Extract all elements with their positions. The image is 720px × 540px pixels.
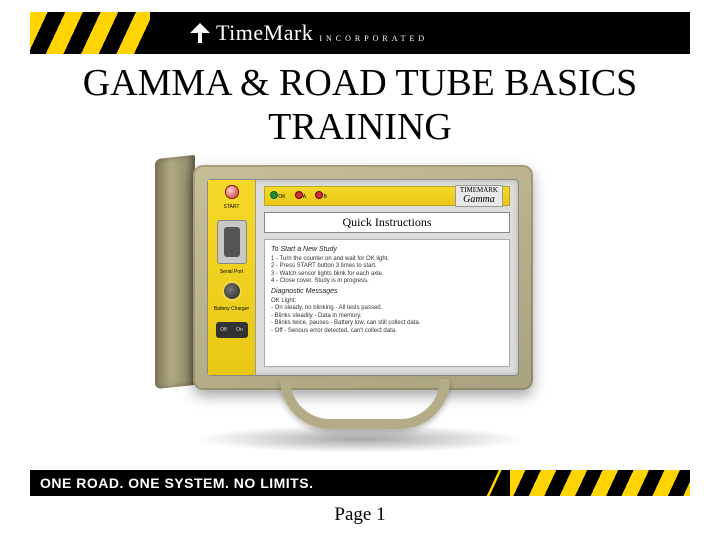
a-led-icon [296,192,302,198]
quick-instructions-body: To Start a New Study 1 - Turn the counte… [264,239,510,367]
main-panel: OK A B TIMEMARK Gamma Quick Instructions… [256,180,518,375]
device-shadow [195,425,525,453]
battery-charger-icon [222,281,242,301]
sec2-line: - Blinks steadily - Data in memory. [271,313,503,321]
sec2-header: OK Light: [271,298,503,306]
device-illustration: START Serial Port Battery Charger Off On… [175,165,545,435]
footer-tagline: ONE ROAD. ONE SYSTEM. NO LIMITS. [40,475,313,491]
battery-charger-label: Battery Charger [214,307,249,312]
section-1-title: To Start a New Study [271,246,503,255]
sec2-line: - On steady, no blinking - All tests pas… [271,305,503,313]
hazard-stripes-right [510,470,690,496]
carry-handle [280,379,450,429]
b-led-label: B [323,194,326,200]
header-bar: TimeMark INCORPORATED [30,12,690,54]
start-button-icon [226,186,238,198]
device-body: START Serial Port Battery Charger Off On… [193,165,533,390]
device-faceplate: START Serial Port Battery Charger Off On… [207,179,519,376]
timemark-icon [190,23,210,43]
device-model: Gamma [460,194,498,205]
brand-name: TimeMark [216,20,313,46]
side-panel: START Serial Port Battery Charger Off On [208,180,256,375]
start-label: START [224,204,240,210]
b-led-icon [316,192,322,198]
device-brand-top: TIMEMARK [460,186,498,194]
power-switch-icon: Off On [216,322,248,338]
sec1-line: 2 - Press START button 3 times to start. [271,263,503,271]
title-line-1: GAMMA & ROAD TUBE BASICS [83,62,638,104]
hazard-stripes-left [30,12,150,54]
sec2-line: - Off - Serious error detected, can't co… [271,328,503,336]
ok-led-label: OK [278,194,285,200]
sec1-line: 1 - Turn the counter on and wait for OK … [271,256,503,264]
sec1-line: 4 - Close cover. Study is in progress. [271,278,503,286]
brand-logo: TimeMark INCORPORATED [190,20,428,46]
brand-subtitle: INCORPORATED [319,34,428,43]
ok-led-icon [271,192,277,198]
a-led-label: A [303,194,306,200]
sec1-line: 3 - Watch sensor lights blink for each a… [271,271,503,279]
quick-instructions-title: Quick Instructions [264,212,510,233]
slide-title: GAMMA & ROAD TUBE BASICS TRAINING [0,62,720,149]
device-brand-chip: TIMEMARK Gamma [455,185,503,208]
device-lid [155,155,195,389]
off-label: Off [220,327,227,333]
title-line-2: TRAINING [268,106,452,148]
indicator-row: OK A B TIMEMARK Gamma [264,186,510,206]
section-2-title: Diagnostic Messages [271,288,503,297]
on-label: On [236,327,243,333]
footer-bar: ONE ROAD. ONE SYSTEM. NO LIMITS. [30,470,690,496]
serial-port-label: Serial Port [220,270,243,275]
serial-port-icon [217,220,247,264]
sec2-line: - Blinks twice, pauses - Battery low, ca… [271,320,503,328]
page-number: Page 1 [0,504,720,526]
